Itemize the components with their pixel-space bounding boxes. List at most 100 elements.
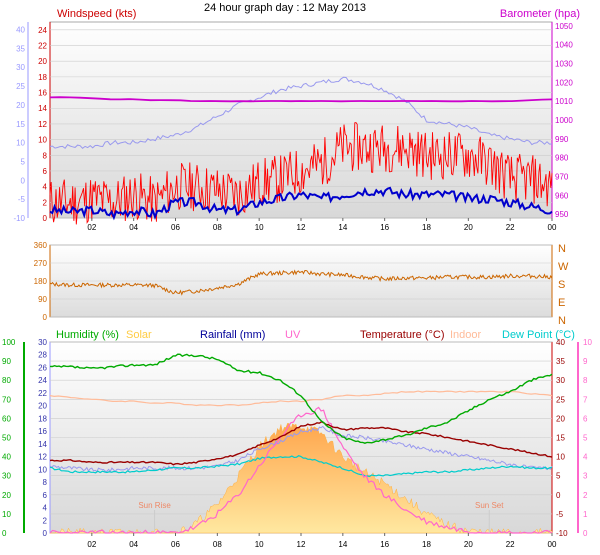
wind-tick-label: 22 [38,42,47,51]
temp-left-tick-label: 2 [43,516,48,525]
temp-right-tick-label: 15 [556,434,565,443]
humidity-tick-label: 90 [2,357,11,366]
wind-x-tick-label: 10 [255,223,264,232]
outer-tick-label: 40 [16,26,25,35]
humidity-tick-label: 80 [2,376,11,385]
outer-tick-label: -10 [13,214,25,223]
baro-tick-label: 1000 [555,116,573,125]
gust-line [49,122,553,225]
sunrise-label: Sun Rise [138,501,171,510]
uv-tick-label: 1 [583,510,588,519]
temp-x-tick-label: 22 [506,540,515,549]
outer-tick-label: 35 [16,44,25,53]
wind-tick-label: 16 [38,89,47,98]
baro-tick-label: 980 [555,154,569,163]
direction-tick-label: 270 [34,259,48,268]
wind-x-tick-label: 06 [171,223,180,232]
outer-tick-label: 25 [16,82,25,91]
humidity-tick-label: 70 [2,395,11,404]
baro-tick-label: 970 [555,173,569,182]
temp-x-tick-label: 16 [380,540,389,549]
wind-tick-label: 2 [43,198,48,207]
temp-right-tick-label: 10 [556,453,565,462]
wind-average-line [49,186,553,221]
legend-entry: Rainfall (mm) [200,329,265,341]
wind-x-tick-label: 12 [297,223,306,232]
temp-right-tick-label: 30 [556,376,565,385]
legend-entry: Solar [126,329,152,341]
wind-tick-label: 0 [43,214,48,223]
outer-tick-label: 30 [16,63,25,72]
temp-right-tick-label: 20 [556,414,565,423]
temp-x-tick-label: 06 [171,540,180,549]
legend-entry: UV [285,329,301,341]
baro-tick-label: 1050 [555,22,573,31]
wind-tick-label: 14 [38,104,47,113]
sun-annotations: Sun Rise Sun Set [138,501,504,533]
temp-x-tick-label: 20 [464,540,473,549]
baro-tick-label: 990 [555,135,569,144]
temp-left-tick-label: 28 [38,351,47,360]
temp-x-tick-label: 18 [422,540,431,549]
temp-right-tick-label: 40 [556,338,565,347]
temp-left-tick-label: 20 [38,402,47,411]
legend-entry: Humidity (%) [56,329,119,341]
wind-x-tick-label: 04 [129,223,138,232]
direction-tick-label: 180 [34,277,48,286]
direction-tick-label: 0 [43,313,48,322]
wind-x-tick-label: 02 [87,223,96,232]
indoor-line [49,390,553,407]
barometer-line [49,96,553,103]
temp-left-tick-label: 12 [38,453,47,462]
uv-tick-label: 9 [583,357,588,366]
wind-x-tick-label: 08 [213,223,222,232]
wind-x-tick-label: 14 [338,223,347,232]
wind-tick-label: 6 [43,167,48,176]
temp-left-tick-label: 30 [38,338,47,347]
outer-tick-label: 0 [21,176,26,185]
compass-label: S [558,279,565,291]
temp-x-tick-label: 04 [129,540,138,549]
humidity-tick-label: 20 [2,491,11,500]
temp-left-tick-label: 26 [38,363,47,372]
uv-tick-label: 3 [583,472,588,481]
temp-x-tick-label: 10 [255,540,264,549]
wind-x-tick-label: 00 [548,223,557,232]
wind-tick-label: 8 [43,151,48,160]
uv-tick-label: 7 [583,395,588,404]
windspeed-label: Windspeed (kts) [57,8,136,20]
chart-title: 24 hour graph day : 12 May 2013 [204,2,366,14]
compass-label: N [558,315,566,327]
barometer-label: Barometer (hpa) [500,8,580,20]
temp-right-tick-label: 35 [556,357,565,366]
uv-tick-label: 2 [583,491,588,500]
outer-tick-label: 5 [21,157,26,166]
temp-x-tick-label: 12 [297,540,306,549]
baro-tick-label: 1040 [555,41,573,50]
baro-tick-label: 950 [555,210,569,219]
wind-tick-label: 10 [38,136,47,145]
sunset-label: Sun Set [475,501,504,510]
baro-tick-label: 1010 [555,97,573,106]
temp-series [49,353,553,534]
direction-series [49,269,553,296]
outer-tick-label: 20 [16,101,25,110]
dewpoint-line [49,455,553,478]
wind-tick-labels: 2422201816141210864204035302520151050-5-… [13,22,573,232]
temp-panel-legend: Humidity (%) Solar Rainfall (mm) UV Temperat… [56,329,575,341]
temperature-line [49,421,553,466]
temp-left-tick-label: 18 [38,414,47,423]
wind-x-tick-label: 16 [380,223,389,232]
temp-right-tick-label: 25 [556,395,565,404]
temp-x-tick-label: 08 [213,540,222,549]
apparent-line [49,425,553,473]
wind-gridlines [50,29,552,219]
wind-tick-label: 12 [38,120,47,129]
temp-left-tick-label: 24 [38,376,47,385]
humidity-tick-label: 100 [2,338,16,347]
humidity-tick-label: 40 [2,453,11,462]
uv-tick-label: 6 [583,414,588,423]
wind-tick-label: 18 [38,73,47,82]
